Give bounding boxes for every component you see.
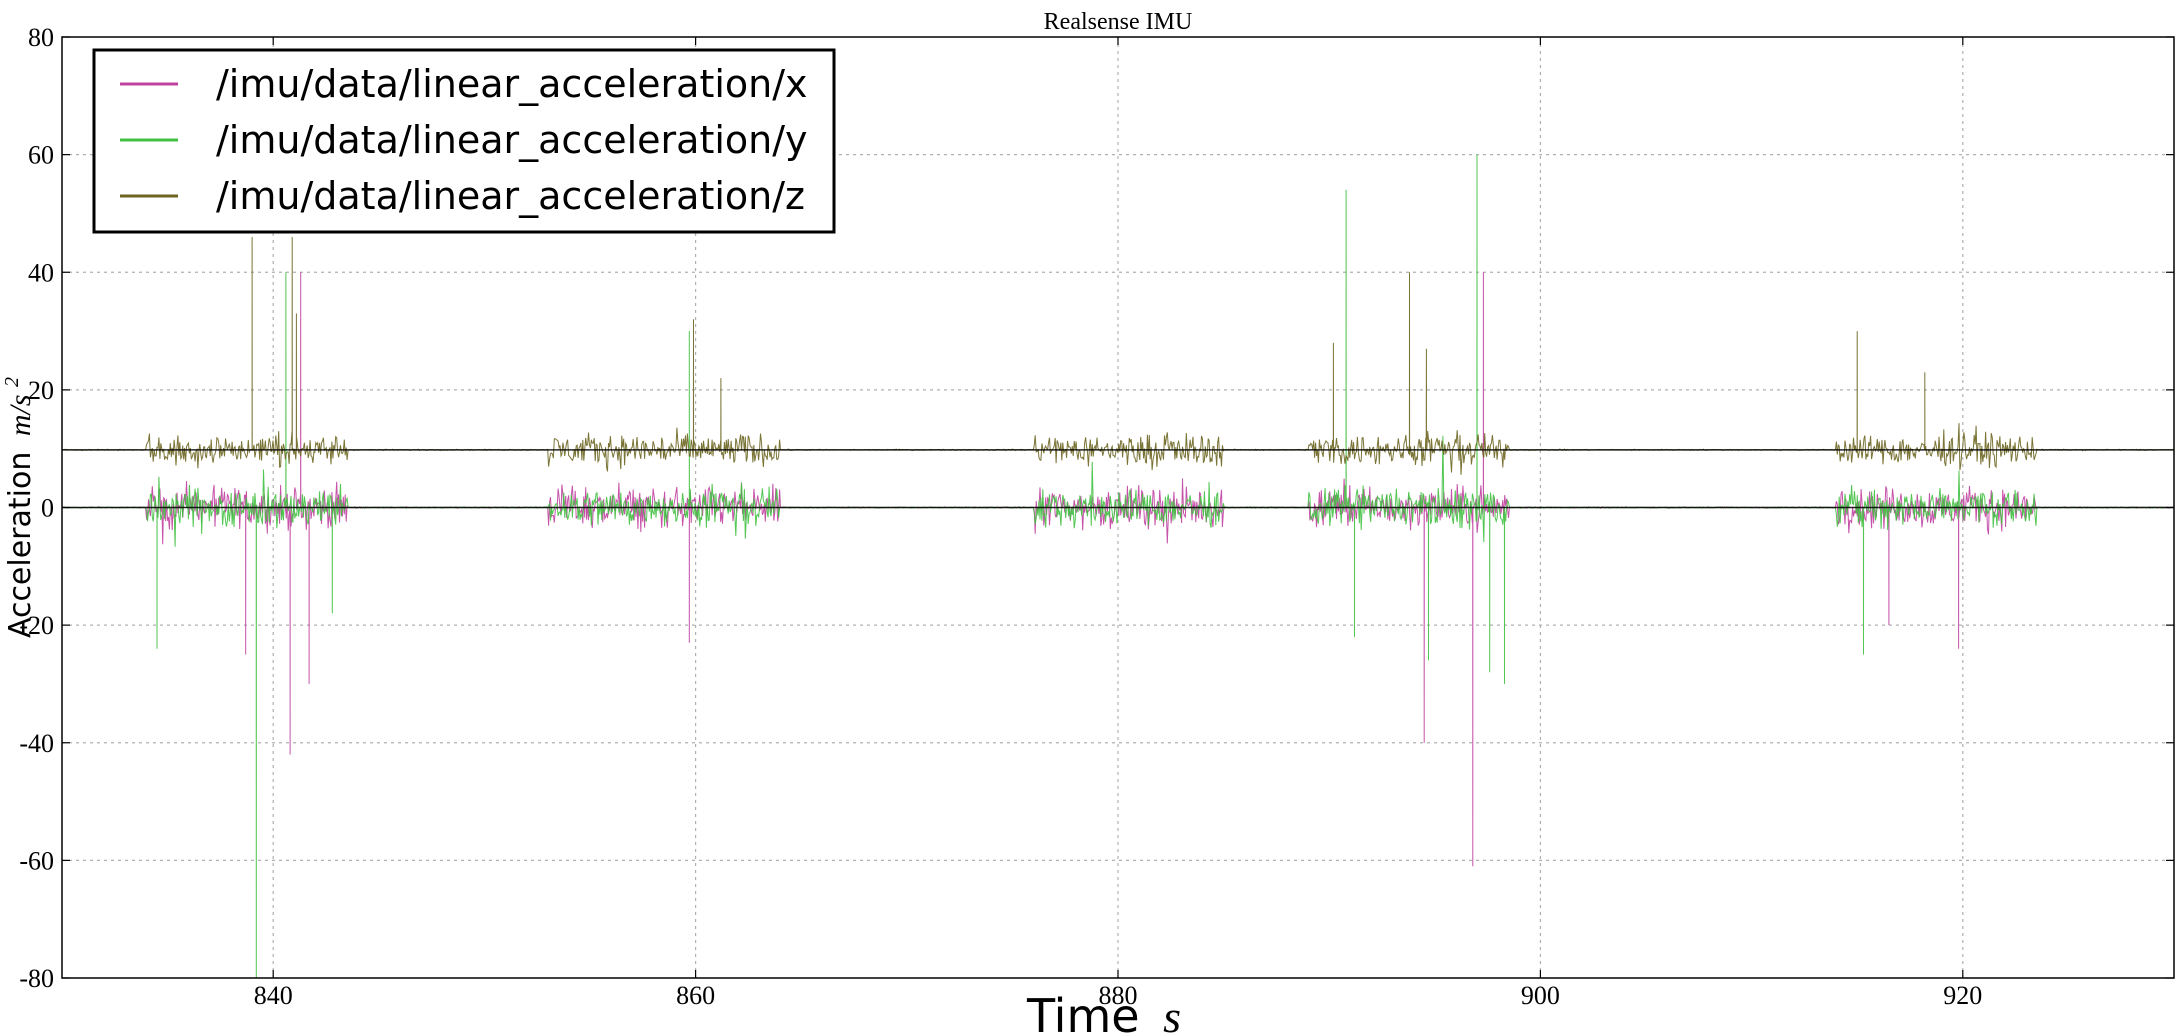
x-axis-label-unit: s [1163, 991, 1181, 1036]
y-tick-label--80: -80 [19, 964, 54, 993]
x-tick-label-920: 920 [1943, 981, 1982, 1010]
x-tick-label-840: 840 [254, 981, 293, 1010]
y-tick-label--60: -60 [19, 846, 54, 875]
x-tick-label-880: 880 [1099, 981, 1138, 1010]
legend-label-2: /imu/data/linear_acceleration/y [216, 118, 808, 162]
x-tick-label-860: 860 [676, 981, 715, 1010]
y-axis-label-text: Acceleration [3, 452, 38, 638]
y-axis-label: Acceleration m/s 2 [1, 377, 38, 638]
y-tick-label--20: -20 [19, 611, 54, 640]
legend-label-3: /imu/data/linear_acceleration/z [216, 174, 805, 218]
x-tick-label-900: 900 [1521, 981, 1560, 1010]
y-tick-label-20: 20 [28, 376, 54, 405]
legend-box [92, 48, 836, 234]
y-tick-label-80: 80 [28, 23, 54, 52]
legend: /imu/data/linear_acceleration/x/imu/data… [92, 48, 836, 234]
y-tick-label-0: 0 [41, 494, 54, 523]
y-tick-label-40: 40 [28, 258, 54, 287]
y-tick-label-60: 60 [28, 141, 54, 170]
legend-label-1: /imu/data/linear_acceleration/x [216, 62, 808, 106]
axis-ticks: 840 860 880 900 920 80 60 40 20 0 -20 -40 -60 -80 [19, 23, 2174, 1010]
y-tick-label--40: -40 [19, 729, 54, 758]
y-axis-label-unit-exponent: 2 [1, 377, 23, 387]
chart-title: Realsense IMU [1044, 9, 1193, 35]
y-axis-label-unit: m/s [4, 394, 37, 436]
plot-lines [61, 154, 2175, 979]
x-axis-label: Time s [1026, 989, 1181, 1036]
x-axis-label-text: Time [1026, 989, 1140, 1036]
